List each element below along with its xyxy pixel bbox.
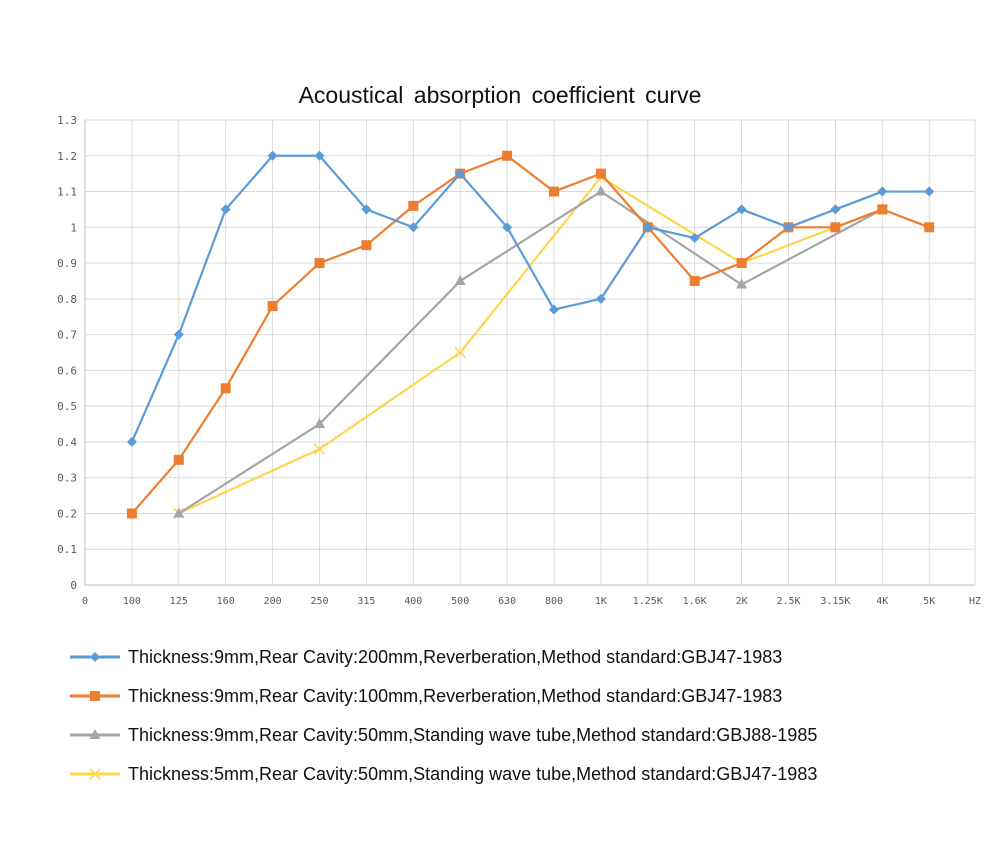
series-line — [178, 176, 883, 515]
x-tick-label: 3.15K — [820, 596, 850, 607]
series-line — [131, 154, 930, 515]
series-line — [178, 190, 883, 515]
data-point — [455, 168, 466, 179]
x-tick-label: 250 — [310, 596, 328, 607]
data-point — [642, 222, 653, 233]
data-point — [361, 204, 372, 215]
y-tick-label: 0.5 — [57, 400, 77, 413]
data-point — [924, 222, 935, 233]
y-tick-label: 0.6 — [57, 364, 77, 377]
legend-swatch — [70, 729, 120, 739]
legend-label: Thickness:9mm,Rear Cavity:50mm,Standing … — [128, 725, 818, 745]
grid-lines — [85, 119, 976, 585]
y-tick-label: 1.3 — [57, 114, 77, 127]
data-point — [267, 150, 278, 161]
y-tick-label: 0.9 — [57, 257, 77, 270]
chart-title: Acoustical absorption coefficient curve — [298, 82, 702, 108]
data-point — [689, 233, 700, 244]
legend-label: Thickness:9mm,Rear Cavity:100mm,Reverber… — [128, 686, 783, 706]
legend-swatch — [70, 691, 120, 701]
x-tick-label: 125 — [170, 596, 188, 607]
data-point — [877, 186, 888, 197]
data-point — [267, 301, 278, 311]
x-tick-label: 100 — [123, 596, 141, 607]
legend-swatch — [70, 652, 120, 662]
legend-marker — [90, 691, 100, 701]
y-tick-label: 1.1 — [57, 186, 77, 199]
x-tick-label: 2K — [736, 596, 748, 607]
data-point — [924, 186, 935, 197]
data-point — [173, 454, 184, 465]
data-point — [549, 186, 559, 197]
data-point — [502, 150, 513, 161]
legend-marker — [89, 768, 101, 780]
x-tick-label: 1.6K — [683, 596, 707, 607]
data-point — [314, 258, 325, 269]
data-point — [126, 508, 137, 519]
x-tick-label: 1K — [595, 596, 607, 607]
y-tick-label: 0.8 — [57, 293, 77, 306]
legend-marker — [89, 729, 101, 739]
y-tick-label: 0.7 — [57, 329, 77, 342]
y-tick-label: 0 — [70, 579, 77, 592]
data-point — [736, 278, 748, 289]
legend-marker — [90, 652, 100, 662]
data-point — [502, 222, 513, 233]
data-point — [173, 329, 184, 340]
legend-swatch — [70, 768, 120, 780]
data-point — [736, 204, 747, 215]
x-tick-label: 200 — [264, 596, 282, 607]
x-tick-label: 2.5K — [776, 596, 800, 607]
data-point — [313, 443, 326, 455]
data-point — [595, 185, 607, 196]
y-tick-label: 1 — [70, 221, 77, 234]
data-point — [408, 200, 419, 211]
data-point — [314, 418, 325, 429]
x-tick-label: 160 — [217, 596, 235, 607]
y-tick-label: 0.4 — [57, 436, 77, 449]
data-point — [595, 293, 606, 304]
x-tick-label: 630 — [498, 596, 516, 607]
data-point — [689, 275, 700, 286]
data-point — [314, 150, 325, 161]
data-point — [408, 222, 419, 233]
series-1 — [126, 150, 935, 447]
data-point — [361, 240, 372, 251]
x-tick-label: 500 — [451, 596, 469, 607]
data-point — [783, 222, 794, 233]
data-point — [736, 258, 747, 269]
y-tick-label: 0.1 — [57, 543, 77, 556]
data-point — [454, 274, 466, 285]
y-tick-label: 0.3 — [57, 472, 77, 485]
x-tick-label: 0 — [82, 596, 88, 607]
y-tick-label: 0.2 — [57, 507, 77, 520]
x-tick-label: 315 — [357, 596, 375, 607]
data-point — [220, 204, 231, 215]
line-chart: 0 0.1 0.2 0.3 0.4 0.5 0.6 0.7 0.8 0.9 1 1.1 1.2 1.3 0 1… — [57, 114, 981, 607]
data-point — [126, 436, 137, 447]
x-tick-label: 1.25K — [633, 596, 663, 607]
x-tick-label: 400 — [404, 596, 422, 607]
data-point — [549, 304, 559, 315]
y-tick-label: 1.2 — [57, 150, 77, 163]
data-point — [595, 168, 606, 179]
x-tick-label: 4K — [876, 596, 888, 607]
data-point — [830, 222, 841, 233]
x-tick-label: 800 — [545, 596, 563, 607]
data-point — [220, 383, 231, 394]
legend-label: Thickness:5mm,Rear Cavity:50mm,Standing … — [128, 764, 818, 784]
axes: 0 0.1 0.2 0.3 0.4 0.5 0.6 0.7 0.8 0.9 1 1.1 1.2 1.3 0 1… — [57, 114, 981, 607]
data-point — [173, 507, 185, 518]
series-line — [130, 154, 930, 443]
data-point — [830, 204, 841, 215]
x-tick-label: 5K — [923, 596, 935, 607]
data-point — [877, 204, 888, 215]
x-unit-label: HZ — [969, 596, 981, 607]
data-point — [454, 346, 466, 359]
legend-label: Thickness:9mm,Rear Cavity:200mm,Reverber… — [128, 647, 783, 667]
series-layer — [126, 150, 935, 520]
